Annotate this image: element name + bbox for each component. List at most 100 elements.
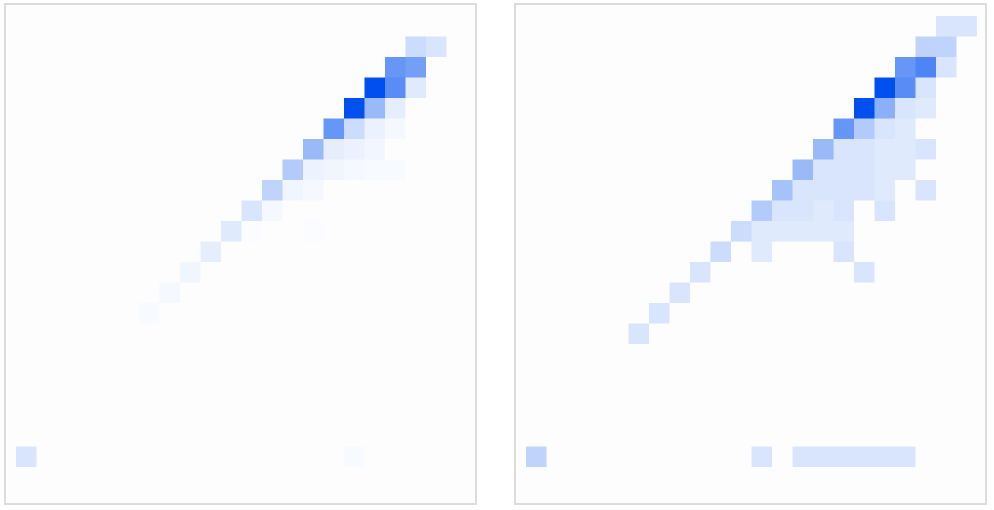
- heatmap-cell: [915, 36, 936, 57]
- heatmap-cell: [813, 159, 834, 180]
- heatmap-cell: [792, 200, 813, 221]
- heatmap-cell: [854, 446, 875, 467]
- heatmap-cell: [874, 180, 895, 201]
- heatmap-cell: [262, 180, 283, 201]
- heatmap-cell: [303, 139, 324, 160]
- heatmap-cell: [854, 118, 875, 139]
- heatmap-cell: [405, 36, 426, 57]
- heatmap-cell: [792, 159, 813, 180]
- left-heatmap-panel: [4, 3, 477, 505]
- heatmap-cell: [895, 98, 916, 119]
- heatmap-cell: [874, 98, 895, 119]
- heatmap-cell: [200, 241, 221, 262]
- heatmap-cell: [241, 200, 262, 221]
- heatmap-cell: [344, 139, 365, 160]
- heatmap-cell: [159, 282, 180, 303]
- heatmap-cell: [813, 180, 834, 201]
- heatmap-cell: [833, 241, 854, 262]
- heatmap-cell: [895, 57, 916, 78]
- heatmap-cell: [385, 98, 406, 119]
- heatmap-cell: [364, 77, 385, 98]
- heatmap-cell: [323, 139, 344, 160]
- heatmap-cell: [895, 159, 916, 180]
- heatmap-cell: [405, 57, 426, 78]
- heatmap-cell: [751, 200, 772, 221]
- heatmap-cell: [792, 221, 813, 242]
- heatmap-cell: [833, 159, 854, 180]
- heatmap-cell: [649, 303, 670, 324]
- heatmap-cell: [385, 159, 406, 180]
- heatmap-cell: [385, 57, 406, 78]
- heatmap-cell: [751, 446, 772, 467]
- heatmap-cell: [323, 159, 344, 180]
- heatmap-cell: [813, 446, 834, 467]
- heatmap-cell: [405, 77, 426, 98]
- heatmap-cell: [854, 98, 875, 119]
- heatmap-cell: [936, 57, 957, 78]
- heatmap-cell: [221, 221, 242, 242]
- heatmap-cell: [385, 118, 406, 139]
- heatmap-cell: [282, 159, 303, 180]
- heatmap-cell: [710, 241, 731, 262]
- heatmap-cell: [751, 221, 772, 242]
- heatmap-cell: [751, 241, 772, 262]
- heatmap-cell: [344, 118, 365, 139]
- heatmap-cell: [833, 446, 854, 467]
- heatmap-cell: [895, 77, 916, 98]
- right-heatmap: [526, 16, 977, 467]
- heatmap-cell: [364, 159, 385, 180]
- heatmap-cell: [364, 139, 385, 160]
- heatmap-cell: [792, 446, 813, 467]
- heatmap-cell: [282, 180, 303, 201]
- heatmap-cell: [915, 98, 936, 119]
- heatmap-cell: [364, 98, 385, 119]
- heatmap-cell: [915, 139, 936, 160]
- heatmap-cell: [323, 118, 344, 139]
- heatmap-cell: [344, 159, 365, 180]
- heatmap-cell: [874, 118, 895, 139]
- heatmap-cell: [874, 77, 895, 98]
- heatmap-cell: [526, 446, 547, 467]
- heatmap-cell: [854, 262, 875, 283]
- heatmap-cell: [895, 139, 916, 160]
- heatmap-cell: [690, 262, 711, 283]
- heatmap-cell: [833, 180, 854, 201]
- heatmap-cell: [813, 221, 834, 242]
- heatmap-cell: [936, 16, 957, 37]
- heatmap-cell: [895, 446, 916, 467]
- heatmap-cell: [426, 36, 447, 57]
- heatmap-cell: [772, 180, 793, 201]
- heatmap-cell: [854, 180, 875, 201]
- heatmap-cell: [874, 139, 895, 160]
- left-heatmap: [16, 36, 447, 467]
- heatmap-cell: [344, 446, 365, 467]
- heatmap-cell: [854, 139, 875, 160]
- heatmap-cell: [772, 221, 793, 242]
- heatmap-cell: [303, 180, 324, 201]
- heatmap-cell: [915, 180, 936, 201]
- heatmap-cell: [874, 200, 895, 221]
- heatmap-cell: [180, 262, 201, 283]
- heatmap-cell: [813, 200, 834, 221]
- heatmap-cell: [303, 159, 324, 180]
- heatmap-cell: [344, 98, 365, 119]
- heatmap-cell: [16, 446, 37, 467]
- heatmap-cell: [241, 221, 262, 242]
- heatmap-cell: [833, 118, 854, 139]
- heatmap-cell: [833, 139, 854, 160]
- heatmap-cell: [731, 221, 752, 242]
- heatmap-cell: [303, 221, 324, 242]
- heatmap-cell: [262, 200, 283, 221]
- heatmap-cell: [364, 118, 385, 139]
- heatmap-cell: [915, 77, 936, 98]
- heatmap-cell: [772, 200, 793, 221]
- heatmap-cell: [628, 323, 649, 344]
- right-heatmap-panel: [514, 3, 987, 505]
- heatmap-cell: [139, 303, 160, 324]
- heatmap-cell: [854, 159, 875, 180]
- heatmap-cell: [385, 77, 406, 98]
- heatmap-cell: [669, 282, 690, 303]
- heatmap-cell: [792, 180, 813, 201]
- heatmap-cell: [833, 200, 854, 221]
